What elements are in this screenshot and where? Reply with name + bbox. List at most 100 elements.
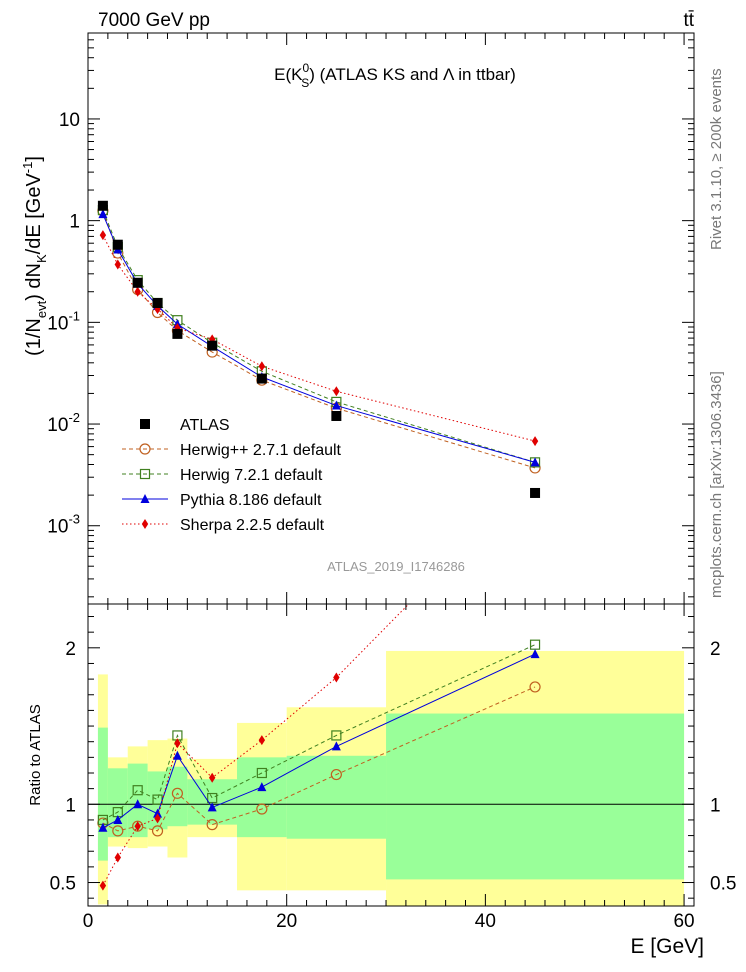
point-sherpa-2-2-5-default <box>114 259 122 270</box>
ratio-point-pythia-8-186-default <box>331 741 341 751</box>
ratio-point-sherpa-2-2-5-default <box>99 880 107 891</box>
y-tick-label-main: 10-2 <box>47 410 80 436</box>
ratio-point-herwig-2-7-1-default <box>151 825 164 837</box>
legend-item: ATLAS <box>140 417 230 434</box>
ratio-point-sherpa-2-2-5-default <box>114 852 122 863</box>
ratio-point-pythia-8-186-default <box>98 822 108 832</box>
ratio-point-herwig-7-2-1-default <box>331 730 342 741</box>
ratio-line-sherpa-2-2-5-default <box>102 604 410 886</box>
ratio-point-pythia-8-186-default <box>530 649 540 659</box>
y-tick-label-ratio: 0.5 <box>50 874 76 895</box>
point-atlas <box>530 487 541 498</box>
y-tick-label-main: 1 <box>69 212 80 233</box>
y-tick-label-main: 10-1 <box>47 308 80 334</box>
point-atlas <box>112 239 123 250</box>
legend: ATLAS Herwig++ 2.7.1 default Herwig 7.2.1 … <box>122 417 342 534</box>
point-atlas <box>331 410 342 421</box>
ratio-line-herwig-2-7-1-default <box>102 686 536 832</box>
point-sherpa-2-2-5-default <box>208 334 216 345</box>
energy-label: 7000 GeV pp <box>98 10 210 31</box>
ratio-point-herwig-2-7-1-default <box>529 681 541 693</box>
band-green-bin <box>147 771 168 830</box>
band-green-bin <box>167 766 188 827</box>
ratio-line-herwig-7-2-1-default <box>102 644 536 821</box>
ratio-point-herwig-2-7-1-default <box>112 825 124 837</box>
point-atlas <box>256 373 267 384</box>
legend-marker <box>139 468 151 480</box>
ratio-point-pythia-8-186-default <box>207 802 217 812</box>
x-tick-label: 60 <box>673 911 694 932</box>
point-pythia-8-186-default <box>331 400 341 410</box>
legend-label: Herwig++ 2.7.1 default <box>180 442 342 459</box>
ratio-point-pythia-8-186-default <box>153 808 163 818</box>
y-tick-label-ratio-right: 0.5 <box>710 874 736 895</box>
ratio-uncertainty-bands <box>97 650 685 906</box>
ratio-point-herwig-2-7-1-default <box>206 819 218 831</box>
legend-item: Herwig++ 2.7.1 default <box>122 442 342 459</box>
main-y-tick-labels: 10-3 10-2 10-1 1 10 <box>47 110 80 538</box>
point-sherpa-2-2-5-default <box>258 361 266 372</box>
x-tick-label: 40 <box>475 911 496 932</box>
band-green-bin <box>237 757 287 838</box>
band-green-bin <box>386 713 685 880</box>
ratio-point-pythia-8-186-default <box>257 782 267 792</box>
series-line-herwig-2-7-1-default <box>102 210 536 469</box>
ratio-point-sherpa-2-2-5-default <box>154 813 161 824</box>
legend-item: Herwig 7.2.1 default <box>122 467 323 484</box>
ratio-point-herwig-7-2-1-default <box>256 767 267 779</box>
band-green-bin <box>97 727 108 861</box>
ratio-point-pythia-8-186-default <box>113 814 123 824</box>
point-atlas <box>152 297 163 308</box>
ratio-point-sherpa-2-2-5-default <box>333 672 340 683</box>
legend-marker <box>139 443 151 455</box>
ratio-point-herwig-7-2-1-default <box>132 785 143 796</box>
point-atlas <box>132 277 143 288</box>
band-green-bin <box>286 755 387 839</box>
legend-item: Pythia 8.186 default <box>122 492 322 509</box>
series-line-pythia-8-186-default <box>102 213 536 463</box>
ratio-point-pythia-8-186-default <box>172 750 182 760</box>
series-line-herwig-7-2-1-default <box>102 209 536 463</box>
ratio-y-tick-labels: 0.5 0.5 1 1 2 2 <box>50 639 737 895</box>
legend-marker <box>141 519 149 529</box>
point-atlas <box>207 340 218 351</box>
ratio-point-pythia-8-186-default <box>133 799 143 809</box>
y-tick-label-main: 10 <box>59 110 80 131</box>
legend-item: Sherpa 2.2.5 default <box>122 517 325 534</box>
ratio-point-sherpa-2-2-5-default <box>134 821 141 832</box>
ratio-point-sherpa-2-2-5-default <box>208 772 216 783</box>
main-panel-frame <box>87 32 695 605</box>
plot-title: E(K0 S) (ATLAS KS and Λ in ttbar) <box>274 61 516 90</box>
axis-ticks <box>87 32 694 906</box>
point-sherpa-2-2-5-default <box>134 286 141 297</box>
point-pythia-8-186-default <box>530 457 540 467</box>
ratio-panel-frame <box>87 603 695 907</box>
y-tick-label-ratio: 2 <box>65 639 76 660</box>
legend-label: Pythia 8.186 default <box>180 492 322 509</box>
x-tick-label: 20 <box>276 911 297 932</box>
x-tick-label: 0 <box>83 911 94 932</box>
point-sherpa-2-2-5-default <box>154 304 161 315</box>
ratio-point-herwig-2-7-1-default <box>171 787 184 799</box>
ratio-point-herwig-2-7-1-default <box>330 768 342 781</box>
band-green-bin <box>107 768 128 838</box>
ratio-point-herwig-7-2-1-default <box>529 639 541 650</box>
ratio-point-sherpa-2-2-5-default <box>174 738 181 749</box>
legend-marker <box>140 419 150 429</box>
y-axis-title-ratio: Ratio to ATLAS <box>27 704 44 805</box>
series-line-sherpa-2-2-5-default <box>102 234 536 442</box>
point-atlas <box>172 328 183 339</box>
point-sherpa-2-2-5-default <box>99 230 107 241</box>
mcplots-label: mcplots.cern.ch [arXiv:1306.3436] <box>708 371 725 598</box>
rivet-label: Rivet 3.1.10, ≥ 200k events <box>708 68 725 250</box>
y-tick-label-ratio: 1 <box>65 795 76 816</box>
point-sherpa-2-2-5-default <box>333 386 340 397</box>
process-label: tt̄ <box>683 10 694 31</box>
y-tick-label-ratio-right: 2 <box>710 639 721 660</box>
legend-label: Herwig 7.2.1 default <box>180 467 323 484</box>
x-tick-labels: 0 20 40 60 <box>83 911 695 932</box>
point-pythia-8-186-default <box>98 209 108 219</box>
analysis-watermark: ATLAS_2019_I1746286 <box>327 559 465 574</box>
main-panel-series <box>97 200 541 498</box>
